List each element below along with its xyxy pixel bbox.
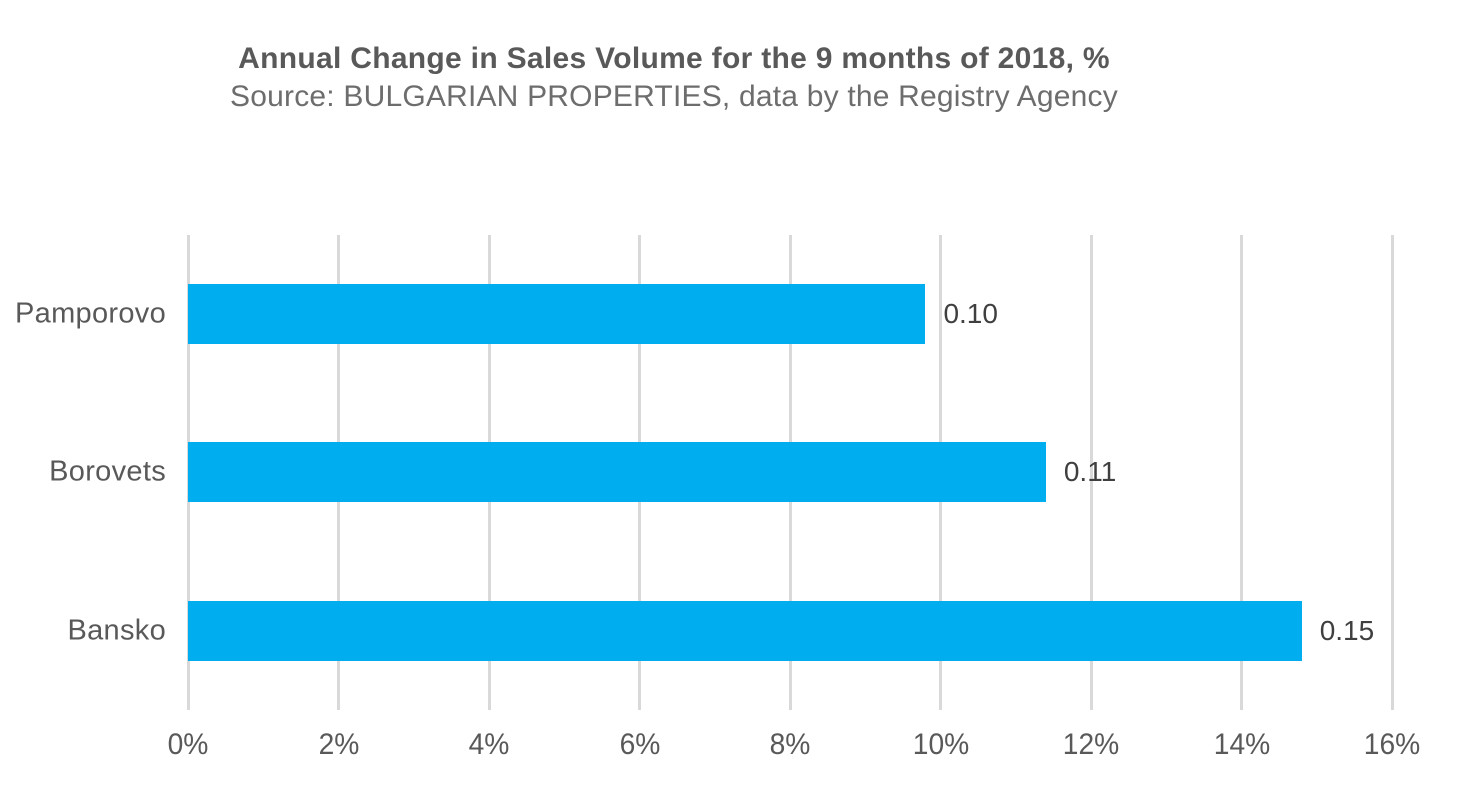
bar-bansko xyxy=(188,600,1302,661)
x-tick-16pct: 16% xyxy=(1363,728,1421,761)
bar-row-bansko: Bansko 0.15 xyxy=(67,552,1392,710)
chart-title: Annual Change in Sales Volume for the 9 … xyxy=(238,42,1110,75)
category-label-bansko: Bansko xyxy=(67,614,166,647)
x-tick-14pct: 14% xyxy=(1213,728,1270,761)
title-block: Annual Change in Sales Volume for the 9 … xyxy=(0,40,1348,116)
bar-pamporovo xyxy=(188,284,926,345)
chart-subtitle: Source: BULGARIAN PROPERTIES, data by th… xyxy=(230,80,1118,113)
bar-row-borovets: Borovets 0.11 xyxy=(49,393,1392,551)
bar-value-pamporovo: 0.10 xyxy=(943,298,998,330)
bar-value-bansko: 0.15 xyxy=(1319,614,1375,646)
x-tick-2pct: 2% xyxy=(318,728,359,761)
bar-rows: Pamporovo 0.10 Borovets 0.11 Bansko 0.15 xyxy=(15,235,1392,710)
x-axis: 0% 2% 4% 6% 8% 10% 12% 14% 16% xyxy=(168,728,1421,772)
x-tick-6pct: 6% xyxy=(619,728,660,761)
gridline-14pct xyxy=(1240,235,1243,710)
gridline-12pct xyxy=(1089,235,1093,710)
category-label-borovets: Borovets xyxy=(49,455,166,488)
x-tick-8pct: 8% xyxy=(769,728,811,761)
category-label-pamporovo: Pamporovo xyxy=(15,297,166,330)
bar-borovets xyxy=(188,442,1046,503)
x-tick-12pct: 12% xyxy=(1062,728,1120,761)
bar-value-borovets: 0.11 xyxy=(1063,456,1117,488)
gridline-16pct xyxy=(1390,235,1394,710)
bar-row-pamporovo: Pamporovo 0.10 xyxy=(15,235,1392,393)
plot-area: Pamporovo 0.10 Borovets 0.11 Bansko 0.15 xyxy=(15,235,1394,710)
x-tick-10pct: 10% xyxy=(912,728,969,761)
x-tick-0pct: 0% xyxy=(167,728,209,761)
x-tick-4pct: 4% xyxy=(468,728,510,761)
